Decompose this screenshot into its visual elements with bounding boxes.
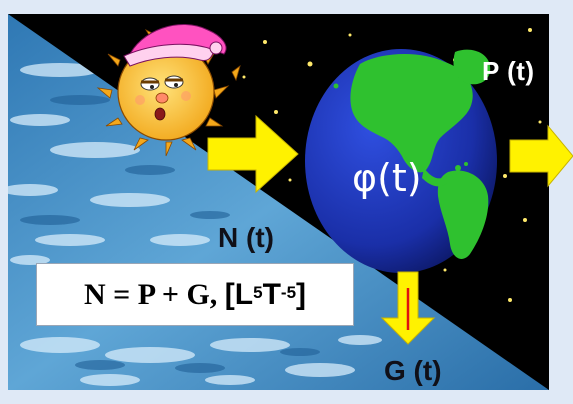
arrow-earth-out bbox=[509, 124, 573, 188]
equation-exp2: -5 bbox=[280, 282, 297, 302]
globe-icon bbox=[305, 49, 497, 273]
water-ripples bbox=[8, 63, 382, 386]
equation-text: N = P + G, [L 5 T -5] bbox=[37, 264, 353, 325]
equation-bracket-close: ] bbox=[296, 277, 307, 311]
equation-lhs: N = P + G, bbox=[83, 277, 218, 311]
label-n-flux: N (t) bbox=[218, 222, 274, 253]
stars bbox=[242, 28, 542, 302]
arrow-earth-down bbox=[380, 271, 436, 345]
arrow-sun-to-earth bbox=[207, 114, 299, 194]
label-phi: φ(t) bbox=[352, 156, 422, 200]
sleepy-sun-icon bbox=[96, 24, 241, 157]
equation-mid: T bbox=[262, 277, 281, 311]
equation-bracket-open: [L bbox=[224, 277, 254, 311]
equation-box: N = P + G, [L 5 T -5] bbox=[36, 263, 354, 326]
label-p-flux: P (t) bbox=[482, 56, 535, 86]
equation-exp1: 5 bbox=[253, 282, 263, 302]
label-g-flux: G (t) bbox=[384, 355, 442, 386]
water-ripples-dark bbox=[20, 95, 320, 373]
